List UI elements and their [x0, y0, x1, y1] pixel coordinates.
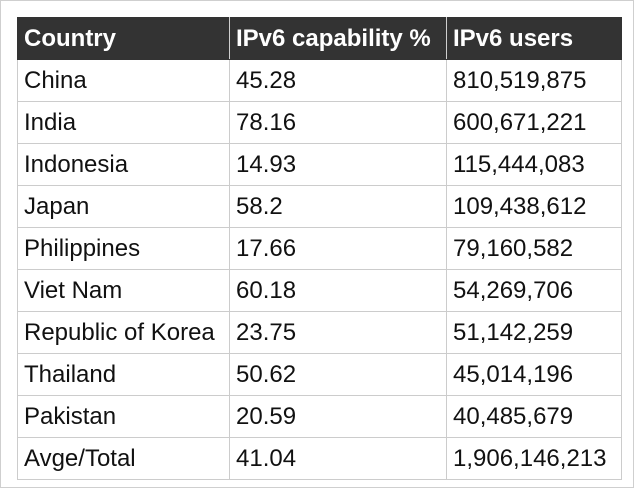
cell-ipv6-capability: 58.2	[229, 185, 447, 228]
ipv6-table: Country IPv6 capability % IPv6 users Chi…	[17, 17, 622, 480]
cell-ipv6-users: 810,519,875	[446, 59, 622, 102]
cell-country: India	[17, 101, 230, 144]
cell-ipv6-users: 51,142,259	[446, 311, 622, 354]
cell-country: Viet Nam	[17, 269, 230, 312]
table-row: Viet Nam 60.18 54,269,706	[17, 269, 622, 312]
cell-ipv6-users: 45,014,196	[446, 353, 622, 396]
cell-country: Thailand	[17, 353, 230, 396]
table-row: Japan 58.2 109,438,612	[17, 185, 622, 228]
cell-ipv6-capability: 17.66	[229, 227, 447, 270]
cell-ipv6-users: 1,906,146,213	[446, 437, 622, 480]
table-row: Philippines 17.66 79,160,582	[17, 227, 622, 270]
cell-ipv6-capability: 14.93	[229, 143, 447, 186]
cell-country: Indonesia	[17, 143, 230, 186]
cell-ipv6-capability: 23.75	[229, 311, 447, 354]
cell-country: Pakistan	[17, 395, 230, 438]
table-row: Thailand 50.62 45,014,196	[17, 353, 622, 396]
cell-ipv6-capability: 45.28	[229, 59, 447, 102]
cell-ipv6-capability: 41.04	[229, 437, 447, 480]
table-header-row: Country IPv6 capability % IPv6 users	[17, 17, 622, 60]
cell-ipv6-users: 115,444,083	[446, 143, 622, 186]
cell-ipv6-capability: 60.18	[229, 269, 447, 312]
table-row-total: Avge/Total 41.04 1,906,146,213	[17, 437, 622, 480]
cell-ipv6-capability: 50.62	[229, 353, 447, 396]
table-row: China 45.28 810,519,875	[17, 59, 622, 102]
cell-country: Republic of Korea	[17, 311, 230, 354]
header-country: Country	[17, 17, 230, 60]
cell-country: China	[17, 59, 230, 102]
cell-ipv6-users: 109,438,612	[446, 185, 622, 228]
table-row: Indonesia 14.93 115,444,083	[17, 143, 622, 186]
cell-ipv6-users: 600,671,221	[446, 101, 622, 144]
cell-country: Japan	[17, 185, 230, 228]
cell-ipv6-users: 54,269,706	[446, 269, 622, 312]
header-ipv6-users: IPv6 users	[446, 17, 622, 60]
table-row: India 78.16 600,671,221	[17, 101, 622, 144]
cell-country: Philippines	[17, 227, 230, 270]
cell-ipv6-users: 40,485,679	[446, 395, 622, 438]
cell-ipv6-users: 79,160,582	[446, 227, 622, 270]
cell-ipv6-capability: 20.59	[229, 395, 447, 438]
table-row: Pakistan 20.59 40,485,679	[17, 395, 622, 438]
header-ipv6-capability: IPv6 capability %	[229, 17, 447, 60]
cell-country: Avge/Total	[17, 437, 230, 480]
table-row: Republic of Korea 23.75 51,142,259	[17, 311, 622, 354]
cell-ipv6-capability: 78.16	[229, 101, 447, 144]
